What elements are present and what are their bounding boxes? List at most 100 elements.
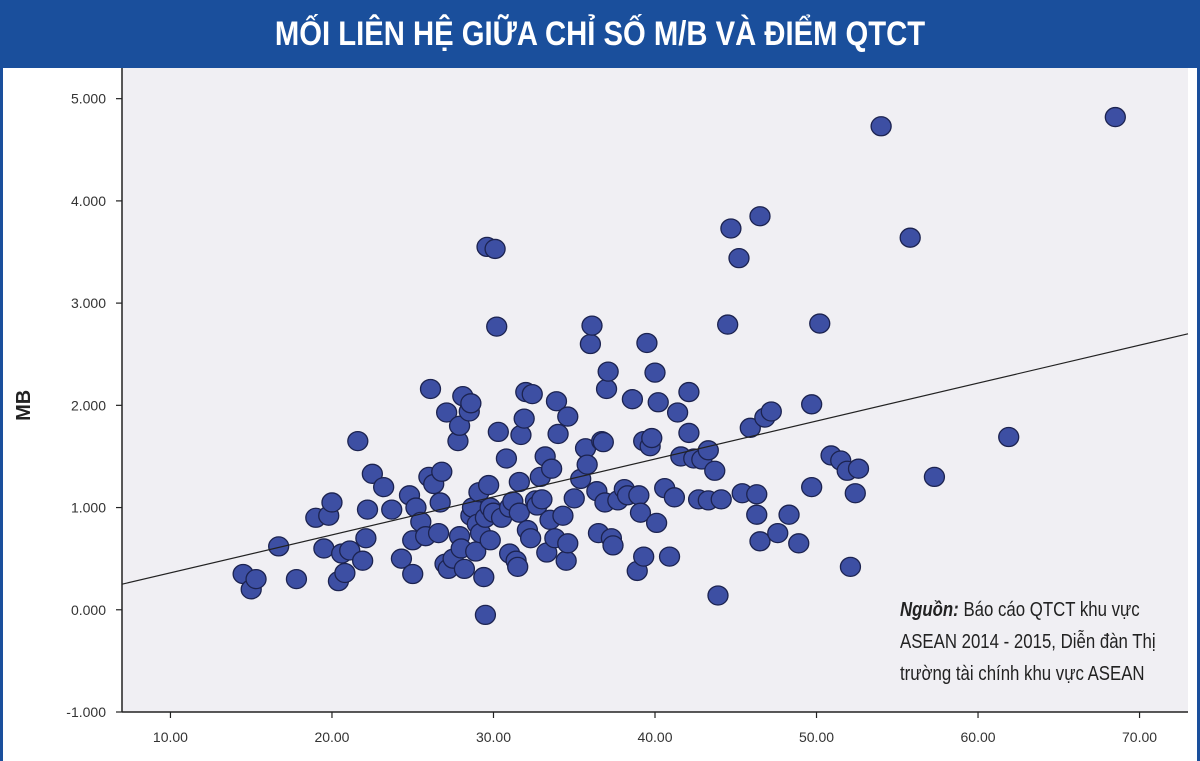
data-point <box>507 556 529 577</box>
data-point <box>508 502 530 523</box>
data-point <box>429 492 451 513</box>
y-tick-label: 5.000 <box>71 91 106 107</box>
data-point <box>644 362 666 383</box>
left-border <box>0 68 3 761</box>
data-point <box>381 499 403 520</box>
data-point <box>710 489 732 510</box>
y-axis-title: MB <box>13 390 35 421</box>
chart-title: MỐI LIÊN HỆ GIỮA CHỈ SỐ M/B VÀ ĐIỂM QTCT <box>274 14 926 53</box>
data-point <box>313 538 335 559</box>
data-point <box>555 550 577 571</box>
data-point <box>641 427 663 449</box>
data-point <box>576 454 598 475</box>
data-point <box>633 546 655 567</box>
data-point <box>373 476 395 498</box>
data-point <box>778 504 800 525</box>
data-point <box>847 458 870 479</box>
data-point <box>801 394 823 415</box>
title-bar: MỐI LIÊN HỆ GIỮA CHỈ SỐ M/B VÀ ĐIỂM QTCT <box>0 0 1200 68</box>
data-point <box>531 489 553 510</box>
data-point <box>923 466 946 488</box>
data-point <box>474 604 497 626</box>
data-point <box>621 389 644 410</box>
source-note: Nguồn: Báo cáo QTCT khu vực ASEAN 2014 -… <box>900 594 1177 690</box>
data-point <box>658 546 681 567</box>
x-tick-label: 30.00 <box>476 729 511 745</box>
data-point <box>809 313 831 334</box>
data-point <box>460 393 482 414</box>
x-tick-label: 60.00 <box>961 729 996 745</box>
data-point <box>707 585 729 606</box>
data-point <box>435 402 458 423</box>
data-point <box>581 315 603 336</box>
data-point <box>595 378 618 400</box>
data-point <box>355 528 377 549</box>
x-tick-label: 10.00 <box>153 729 188 745</box>
data-point <box>628 485 650 506</box>
data-point <box>666 402 689 423</box>
trend-line <box>121 333 1189 585</box>
data-point <box>519 528 542 549</box>
data-point <box>678 381 700 403</box>
data-point <box>557 533 579 554</box>
data-point <box>678 422 700 444</box>
data-point <box>844 483 866 504</box>
data-point <box>356 499 379 520</box>
data-point <box>602 535 624 556</box>
data-point <box>390 548 413 569</box>
data-point <box>839 556 862 577</box>
data-point <box>453 558 476 580</box>
data-point <box>579 333 602 355</box>
y-tick-label: 3.000 <box>71 295 106 311</box>
source-text: Báo cáo QTCT khu vực ASEAN 2014 - 2015, … <box>900 599 1156 685</box>
data-point <box>427 522 450 544</box>
data-point <box>1104 106 1126 128</box>
source-label: Nguồn: <box>900 599 959 621</box>
data-point <box>663 487 686 508</box>
data-point <box>431 461 453 482</box>
data-point <box>545 391 568 412</box>
data-point <box>746 484 768 505</box>
data-point <box>484 238 506 260</box>
data-point <box>870 116 892 137</box>
data-point <box>508 471 530 493</box>
data-point <box>479 530 501 551</box>
data-point <box>645 512 668 534</box>
data-point <box>728 247 750 269</box>
plot-area <box>122 68 1188 712</box>
x-tick-label: 50.00 <box>799 729 834 745</box>
right-border <box>1197 68 1200 761</box>
data-point <box>540 458 563 479</box>
data-point <box>361 463 383 484</box>
data-point <box>477 474 500 496</box>
data-point <box>487 421 509 443</box>
data-point <box>547 423 569 445</box>
data-point <box>749 206 771 227</box>
data-point <box>448 415 471 436</box>
data-point <box>563 488 585 509</box>
data-point <box>347 430 369 452</box>
data-point <box>739 417 761 438</box>
data-point <box>473 566 495 588</box>
data-point <box>720 218 742 239</box>
data-point <box>704 460 726 481</box>
data-point <box>998 426 1020 448</box>
data-point <box>285 568 308 590</box>
x-tick-label: 20.00 <box>314 729 349 745</box>
data-point <box>402 563 424 585</box>
y-tick-label: 2.000 <box>71 397 106 413</box>
data-point <box>521 383 543 405</box>
data-point <box>321 492 343 513</box>
data-point <box>899 227 921 248</box>
data-point <box>597 361 619 382</box>
data-point <box>801 476 823 498</box>
data-point <box>513 408 535 429</box>
data-point <box>419 378 442 400</box>
data-point <box>629 502 652 523</box>
data-point <box>352 550 374 571</box>
y-tick-label: -1.000 <box>66 704 106 720</box>
data-point <box>647 392 669 413</box>
y-tick-label: 4.000 <box>71 193 106 209</box>
data-point <box>495 448 518 469</box>
x-tick-label: 40.00 <box>637 729 672 745</box>
